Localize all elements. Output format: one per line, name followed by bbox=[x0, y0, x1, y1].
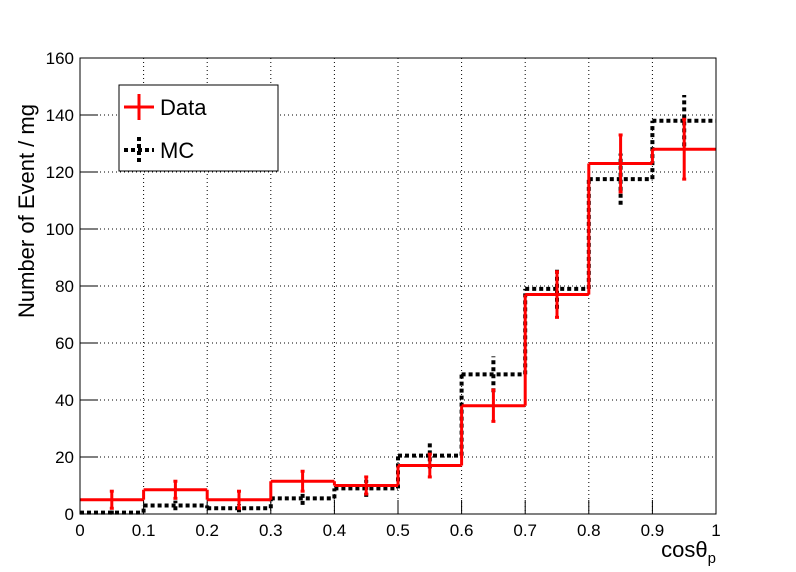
y-tick-label: 120 bbox=[46, 163, 74, 182]
x-axis-title: cosθp bbox=[661, 537, 716, 567]
y-tick-label: 40 bbox=[55, 391, 74, 410]
y-tick-label: 0 bbox=[65, 505, 74, 524]
y-tick-label: 160 bbox=[46, 49, 74, 68]
y-tick-label: 20 bbox=[55, 448, 74, 467]
legend-label: Data bbox=[160, 95, 207, 120]
x-tick-label: 0.7 bbox=[513, 521, 537, 540]
x-tick-label: 1 bbox=[711, 521, 720, 540]
x-axis-title-main: cosθ bbox=[661, 537, 707, 562]
x-tick-label: 0.1 bbox=[132, 521, 156, 540]
x-tick-label: 0.8 bbox=[577, 521, 601, 540]
plot-frame bbox=[79, 57, 717, 515]
x-axis-title-sub: p bbox=[708, 550, 716, 567]
x-tick-label: 0.3 bbox=[259, 521, 283, 540]
x-tick-label: 0.4 bbox=[323, 521, 347, 540]
x-tick-label: 0.6 bbox=[450, 521, 474, 540]
x-tick-label: 0.9 bbox=[641, 521, 665, 540]
y-tick-label: 60 bbox=[55, 334, 74, 353]
y-tick-label: 80 bbox=[55, 277, 74, 296]
legend-label: MC bbox=[160, 138, 194, 163]
x-tick-label: 0.5 bbox=[386, 521, 410, 540]
y-tick-label: 140 bbox=[46, 106, 74, 125]
x-tick-label: 0 bbox=[75, 521, 84, 540]
legend-box bbox=[118, 84, 279, 172]
y-tick-label: 100 bbox=[46, 220, 74, 239]
x-tick-label: 0.2 bbox=[195, 521, 219, 540]
y-axis-title: Number of Event / mg bbox=[14, 104, 39, 318]
